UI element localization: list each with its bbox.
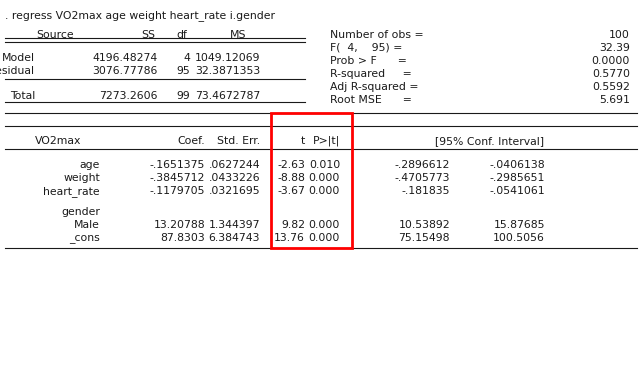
Text: Total: Total — [10, 91, 35, 101]
Text: 9.82: 9.82 — [281, 220, 305, 230]
Text: .0321695: .0321695 — [208, 186, 260, 196]
Text: .0627244: .0627244 — [208, 160, 260, 170]
Text: Source: Source — [36, 30, 74, 40]
Text: 7273.2606: 7273.2606 — [100, 91, 158, 101]
Text: gender: gender — [61, 207, 100, 217]
Text: 32.39: 32.39 — [599, 43, 630, 53]
Text: . regress VO2max age weight heart_rate i.gender: . regress VO2max age weight heart_rate i… — [5, 10, 275, 21]
Text: weight: weight — [63, 173, 100, 183]
Text: 0.0000: 0.0000 — [592, 56, 630, 66]
Text: 100.5056: 100.5056 — [493, 233, 545, 243]
Text: t: t — [301, 136, 305, 146]
Text: -.0406138: -.0406138 — [489, 160, 545, 170]
Text: -.1179705: -.1179705 — [150, 186, 205, 196]
Text: P>|t|: P>|t| — [312, 136, 340, 146]
Text: -.4705773: -.4705773 — [395, 173, 450, 183]
Text: 4: 4 — [183, 53, 190, 63]
Text: Std. Err.: Std. Err. — [217, 136, 260, 146]
Text: Root MSE      =: Root MSE = — [330, 95, 412, 105]
Text: age: age — [80, 160, 100, 170]
Text: 0.000: 0.000 — [309, 233, 340, 243]
Text: Model: Model — [2, 53, 35, 63]
Text: Number of obs =: Number of obs = — [330, 30, 424, 40]
Text: MS: MS — [230, 30, 246, 40]
Text: 1.344397: 1.344397 — [208, 220, 260, 230]
Text: Male: Male — [74, 220, 100, 230]
Text: 13.76: 13.76 — [274, 233, 305, 243]
Text: -3.67: -3.67 — [277, 186, 305, 196]
Text: -.3845712: -.3845712 — [150, 173, 205, 183]
Text: 75.15498: 75.15498 — [399, 233, 450, 243]
Text: F(  4,    95) =: F( 4, 95) = — [330, 43, 403, 53]
Text: _cons: _cons — [69, 233, 100, 243]
Text: heart_rate: heart_rate — [43, 186, 100, 197]
Text: -8.88: -8.88 — [277, 173, 305, 183]
Text: 73.4672787: 73.4672787 — [195, 91, 260, 101]
Text: 5.691: 5.691 — [599, 95, 630, 105]
Text: 10.53892: 10.53892 — [399, 220, 450, 230]
Text: 6.384743: 6.384743 — [208, 233, 260, 243]
Text: 99: 99 — [176, 91, 190, 101]
Text: -.0541061: -.0541061 — [489, 186, 545, 196]
Text: Adj R-squared =: Adj R-squared = — [330, 82, 419, 92]
Text: 3076.77786: 3076.77786 — [93, 66, 158, 76]
Text: VO2max: VO2max — [35, 136, 82, 146]
Text: 13.20788: 13.20788 — [154, 220, 205, 230]
Text: [95% Conf. Interval]: [95% Conf. Interval] — [435, 136, 545, 146]
Text: SS: SS — [141, 30, 155, 40]
Text: -2.63: -2.63 — [277, 160, 305, 170]
Text: 0.000: 0.000 — [309, 173, 340, 183]
Text: df: df — [177, 30, 188, 40]
Text: 95: 95 — [176, 66, 190, 76]
Text: -.2896612: -.2896612 — [395, 160, 450, 170]
Text: R-squared     =: R-squared = — [330, 69, 412, 79]
Text: Residual: Residual — [0, 66, 35, 76]
Text: 100: 100 — [609, 30, 630, 40]
Bar — [271, 113, 352, 248]
Text: -.181835: -.181835 — [401, 186, 450, 196]
Text: Coef.: Coef. — [177, 136, 205, 146]
Text: 32.3871353: 32.3871353 — [195, 66, 260, 76]
Text: 1049.12069: 1049.12069 — [194, 53, 260, 63]
Text: Prob > F      =: Prob > F = — [330, 56, 407, 66]
Text: 4196.48274: 4196.48274 — [93, 53, 158, 63]
Text: 0.000: 0.000 — [309, 186, 340, 196]
Text: 0.5592: 0.5592 — [592, 82, 630, 92]
Text: 15.87685: 15.87685 — [493, 220, 545, 230]
Text: 0.000: 0.000 — [309, 220, 340, 230]
Text: -.2985651: -.2985651 — [489, 173, 545, 183]
Text: .0433226: .0433226 — [208, 173, 260, 183]
Text: 87.8303: 87.8303 — [160, 233, 205, 243]
Text: -.1651375: -.1651375 — [150, 160, 205, 170]
Text: 0.010: 0.010 — [309, 160, 340, 170]
Text: 0.5770: 0.5770 — [592, 69, 630, 79]
